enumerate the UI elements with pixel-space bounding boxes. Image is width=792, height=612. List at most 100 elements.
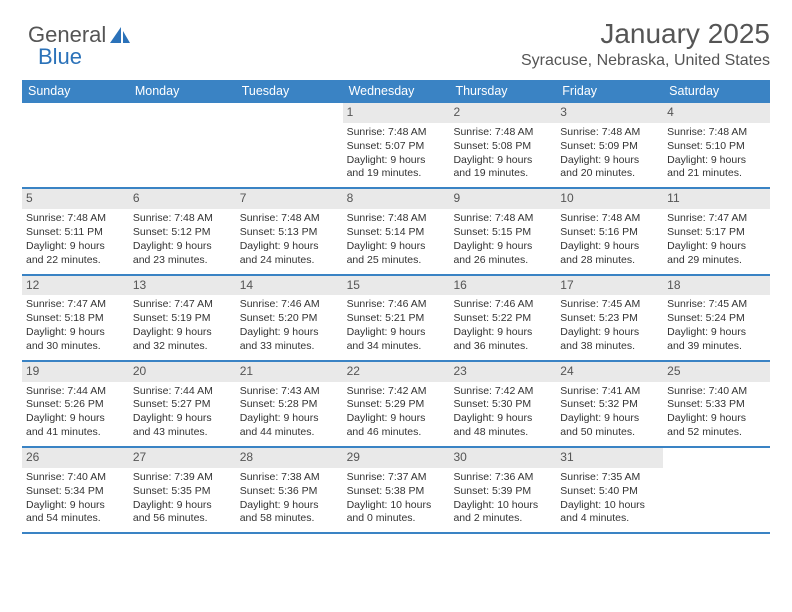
day-cell: 31Sunrise: 7:35 AMSunset: 5:40 PMDayligh… xyxy=(556,448,663,532)
sunrise-text: Sunrise: 7:48 AM xyxy=(667,126,766,140)
day-cell: 19Sunrise: 7:44 AMSunset: 5:26 PMDayligh… xyxy=(22,362,129,446)
sunset-text: Sunset: 5:38 PM xyxy=(347,485,446,499)
calendar-grid: 1Sunrise: 7:48 AMSunset: 5:07 PMDaylight… xyxy=(22,103,770,534)
day-number: 3 xyxy=(556,103,663,123)
sunset-text: Sunset: 5:10 PM xyxy=(667,140,766,154)
day-number: 24 xyxy=(556,362,663,382)
sunset-text: Sunset: 5:40 PM xyxy=(560,485,659,499)
day-number: 14 xyxy=(236,276,343,296)
sunrise-text: Sunrise: 7:37 AM xyxy=(347,471,446,485)
sunset-text: Sunset: 5:17 PM xyxy=(667,226,766,240)
sunset-text: Sunset: 5:32 PM xyxy=(560,398,659,412)
day-number: 4 xyxy=(663,103,770,123)
daylight-text: Daylight: 9 hours and 52 minutes. xyxy=(667,412,766,440)
daylight-text: Daylight: 9 hours and 25 minutes. xyxy=(347,240,446,268)
sunset-text: Sunset: 5:33 PM xyxy=(667,398,766,412)
sunrise-text: Sunrise: 7:48 AM xyxy=(347,126,446,140)
sunrise-text: Sunrise: 7:44 AM xyxy=(133,385,232,399)
week-row: 1Sunrise: 7:48 AMSunset: 5:07 PMDaylight… xyxy=(22,103,770,189)
sunset-text: Sunset: 5:15 PM xyxy=(453,226,552,240)
day-number: 30 xyxy=(449,448,556,468)
day-cell: 2Sunrise: 7:48 AMSunset: 5:08 PMDaylight… xyxy=(449,103,556,187)
month-title: January 2025 xyxy=(22,18,770,50)
day-number: 22 xyxy=(343,362,450,382)
day-number: 23 xyxy=(449,362,556,382)
day-cell: 26 Sunrise: 7:40 AMSunset: 5:34 PMDayligh… xyxy=(22,448,129,532)
daylight-text: Daylight: 9 hours and 26 minutes. xyxy=(453,240,552,268)
sunrise-text: Sunrise: 7:39 AM xyxy=(133,471,232,485)
day-number: 20 xyxy=(129,362,236,382)
daylight-text: Daylight: 9 hours and 30 minutes. xyxy=(26,326,125,354)
daylight-text: Daylight: 9 hours and 29 minutes. xyxy=(667,240,766,268)
weekday-monday: Monday xyxy=(129,80,236,103)
sunset-text: Sunset: 5:22 PM xyxy=(453,312,552,326)
daylight-text: Daylight: 9 hours and 41 minutes. xyxy=(26,412,125,440)
day-cell: 8Sunrise: 7:48 AMSunset: 5:14 PMDaylight… xyxy=(343,189,450,273)
sunrise-text: Sunrise: 7:48 AM xyxy=(133,212,232,226)
day-cell: 28Sunrise: 7:38 AMSunset: 5:36 PMDayligh… xyxy=(236,448,343,532)
day-cell: 15Sunrise: 7:46 AMSunset: 5:21 PMDayligh… xyxy=(343,276,450,360)
daylight-text: Daylight: 9 hours and 54 minutes. xyxy=(26,499,125,527)
location-subtitle: Syracuse, Nebraska, United States xyxy=(22,52,770,70)
sunset-text: Sunset: 5:16 PM xyxy=(560,226,659,240)
sunset-text: Sunset: 5:28 PM xyxy=(240,398,339,412)
sunrise-text: Sunrise: 7:40 AM xyxy=(26,471,125,485)
day-cell: 13Sunrise: 7:47 AMSunset: 5:19 PMDayligh… xyxy=(129,276,236,360)
day-cell: 4Sunrise: 7:48 AMSunset: 5:10 PMDaylight… xyxy=(663,103,770,187)
sunset-text: Sunset: 5:29 PM xyxy=(347,398,446,412)
day-number: 7 xyxy=(236,189,343,209)
day-number: 17 xyxy=(556,276,663,296)
sunrise-text: Sunrise: 7:45 AM xyxy=(560,298,659,312)
logo-sail-icon xyxy=(110,27,132,45)
daylight-text: Daylight: 9 hours and 24 minutes. xyxy=(240,240,339,268)
sunrise-text: Sunrise: 7:48 AM xyxy=(347,212,446,226)
day-cell xyxy=(129,103,236,187)
sunrise-text: Sunrise: 7:46 AM xyxy=(347,298,446,312)
weekday-tuesday: Tuesday xyxy=(236,80,343,103)
sunset-text: Sunset: 5:34 PM xyxy=(26,485,125,499)
day-cell: 11Sunrise: 7:47 AMSunset: 5:17 PMDayligh… xyxy=(663,189,770,273)
day-cell xyxy=(663,448,770,532)
sunrise-text: Sunrise: 7:40 AM xyxy=(667,385,766,399)
day-cell: 1Sunrise: 7:48 AMSunset: 5:07 PMDaylight… xyxy=(343,103,450,187)
daylight-text: Daylight: 9 hours and 23 minutes. xyxy=(133,240,232,268)
day-cell: 29Sunrise: 7:37 AMSunset: 5:38 PMDayligh… xyxy=(343,448,450,532)
week-row: 19Sunrise: 7:44 AMSunset: 5:26 PMDayligh… xyxy=(22,362,770,448)
day-cell: 24Sunrise: 7:41 AMSunset: 5:32 PMDayligh… xyxy=(556,362,663,446)
day-cell: 10Sunrise: 7:48 AMSunset: 5:16 PMDayligh… xyxy=(556,189,663,273)
day-cell xyxy=(236,103,343,187)
daylight-text: Daylight: 9 hours and 43 minutes. xyxy=(133,412,232,440)
sunrise-text: Sunrise: 7:46 AM xyxy=(453,298,552,312)
weekday-sunday: Sunday xyxy=(22,80,129,103)
day-cell: 9Sunrise: 7:48 AMSunset: 5:15 PMDaylight… xyxy=(449,189,556,273)
daylight-text: Daylight: 9 hours and 22 minutes. xyxy=(26,240,125,268)
day-number: 12 xyxy=(22,276,129,296)
daylight-text: Daylight: 9 hours and 32 minutes. xyxy=(133,326,232,354)
sunset-text: Sunset: 5:27 PM xyxy=(133,398,232,412)
daylight-text: Daylight: 9 hours and 44 minutes. xyxy=(240,412,339,440)
day-number: 10 xyxy=(556,189,663,209)
day-number: 5 xyxy=(22,189,129,209)
day-cell: 25Sunrise: 7:40 AMSunset: 5:33 PMDayligh… xyxy=(663,362,770,446)
daylight-text: Daylight: 10 hours and 4 minutes. xyxy=(560,499,659,527)
daylight-text: Daylight: 9 hours and 50 minutes. xyxy=(560,412,659,440)
daylight-text: Daylight: 9 hours and 56 minutes. xyxy=(133,499,232,527)
day-number: 11 xyxy=(663,189,770,209)
day-cell: 23Sunrise: 7:42 AMSunset: 5:30 PMDayligh… xyxy=(449,362,556,446)
day-number: 29 xyxy=(343,448,450,468)
day-cell: 7Sunrise: 7:48 AMSunset: 5:13 PMDaylight… xyxy=(236,189,343,273)
day-cell xyxy=(22,103,129,187)
day-number: 31 xyxy=(556,448,663,468)
day-number: 6 xyxy=(129,189,236,209)
day-number: 2 xyxy=(449,103,556,123)
daylight-text: Daylight: 9 hours and 58 minutes. xyxy=(240,499,339,527)
sunset-text: Sunset: 5:12 PM xyxy=(133,226,232,240)
day-cell: 30Sunrise: 7:36 AMSunset: 5:39 PMDayligh… xyxy=(449,448,556,532)
daylight-text: Daylight: 10 hours and 2 minutes. xyxy=(453,499,552,527)
sunset-text: Sunset: 5:08 PM xyxy=(453,140,552,154)
day-number: 28 xyxy=(236,448,343,468)
day-number: 26 xyxy=(22,448,129,468)
day-number: 9 xyxy=(449,189,556,209)
daylight-text: Daylight: 9 hours and 48 minutes. xyxy=(453,412,552,440)
sunrise-text: Sunrise: 7:38 AM xyxy=(240,471,339,485)
